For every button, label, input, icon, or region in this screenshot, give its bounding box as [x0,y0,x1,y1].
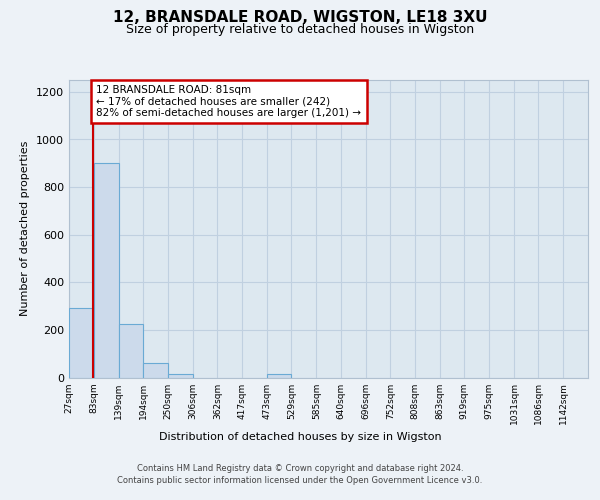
Bar [266,374,292,378]
Bar [94,164,119,378]
Text: 12 BRANSDALE ROAD: 81sqm
← 17% of detached houses are smaller (242)
82% of semi-: 12 BRANSDALE ROAD: 81sqm ← 17% of detach… [97,85,361,118]
Text: Contains HM Land Registry data © Crown copyright and database right 2024.: Contains HM Land Registry data © Crown c… [137,464,463,473]
Text: Distribution of detached houses by size in Wigston: Distribution of detached houses by size … [158,432,442,442]
Text: Size of property relative to detached houses in Wigston: Size of property relative to detached ho… [126,22,474,36]
Y-axis label: Number of detached properties: Number of detached properties [20,141,31,316]
Bar [168,374,193,378]
Bar [119,324,143,378]
Text: 12, BRANSDALE ROAD, WIGSTON, LE18 3XU: 12, BRANSDALE ROAD, WIGSTON, LE18 3XU [113,10,487,25]
Text: Contains public sector information licensed under the Open Government Licence v3: Contains public sector information licen… [118,476,482,485]
Bar [69,308,94,378]
Bar [143,363,168,378]
